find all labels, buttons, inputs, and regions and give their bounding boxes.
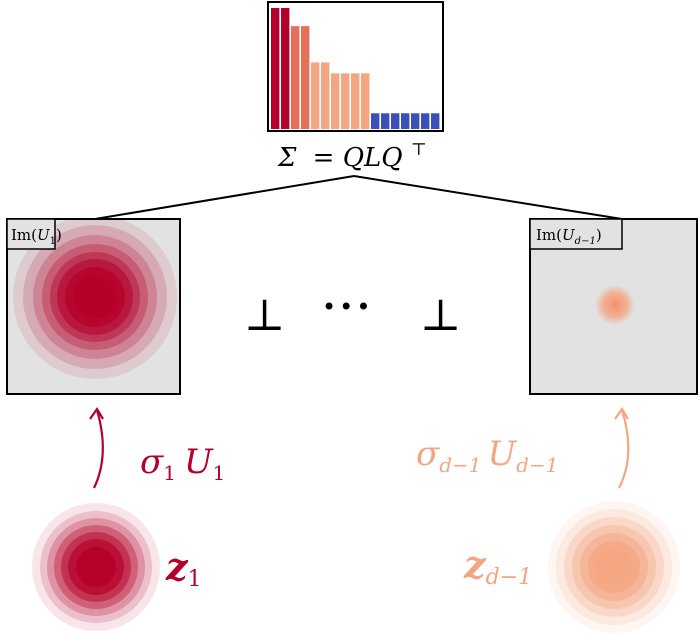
right-panel-label-box <box>529 218 623 250</box>
left-map-arrowhead <box>89 406 104 420</box>
spectrum-bar-1 <box>271 8 280 129</box>
spectrum-bar-6 <box>321 62 330 130</box>
spectrum-bar-4 <box>301 26 310 129</box>
right-map-label: σd−1 Ud−1 <box>416 434 558 477</box>
spectrum-chart <box>267 1 444 132</box>
spectrum-bar-2 <box>281 8 290 129</box>
left-panel-label-box <box>6 218 56 250</box>
right-panel-blob <box>595 285 635 325</box>
left-panel-blob <box>13 219 177 379</box>
spectrum-bar-16 <box>421 113 430 129</box>
right-latent-label: zd−1 <box>463 542 532 590</box>
transpose-mark: ⊤ <box>411 140 427 160</box>
right-map-arrow <box>618 409 630 489</box>
perp-symbol-left: ⊥ <box>244 290 285 341</box>
connector-right <box>353 175 623 220</box>
right-map-arrowhead <box>614 406 629 420</box>
spectrum-bar-3 <box>291 26 300 129</box>
spectrum-bar-9 <box>351 73 360 129</box>
connector-left <box>94 175 355 220</box>
left-latent-label: z1 <box>165 544 202 592</box>
covariance-equation: Σ = QLQ ⊤ <box>277 140 427 173</box>
spectrum-bar-11 <box>371 113 380 129</box>
spectrum-bar-15 <box>411 113 420 129</box>
sigma-symbol: Σ <box>277 143 297 173</box>
left-subspace-panel: Im(U1) <box>6 218 181 395</box>
spectrum-bar-13 <box>391 113 400 129</box>
spectrum-bar-17 <box>431 113 440 129</box>
spectrum-bar-10 <box>361 73 370 129</box>
spectrum-bar-8 <box>341 73 350 129</box>
left-map-label: σ1 U1 <box>140 442 225 485</box>
spectrum-bar-14 <box>401 113 410 129</box>
spectrum-bar-12 <box>381 113 390 129</box>
left-panel-label: Im(U1) <box>11 226 62 247</box>
right-panel-label: Im(Ud−1) <box>536 226 602 247</box>
left-map-arrow <box>93 409 104 489</box>
spectrum-bar-7 <box>331 73 340 129</box>
left-latent-blob <box>32 503 160 631</box>
spectrum-bar-5 <box>311 62 320 130</box>
ellipsis-dots: ••• <box>322 293 373 321</box>
spectrum-bars <box>271 8 440 130</box>
perp-symbol-right: ⊥ <box>420 290 461 341</box>
right-subspace-panel: Im(Ud−1) <box>529 218 698 395</box>
right-latent-blob <box>548 501 680 633</box>
equation-rhs: = QLQ <box>313 143 403 173</box>
